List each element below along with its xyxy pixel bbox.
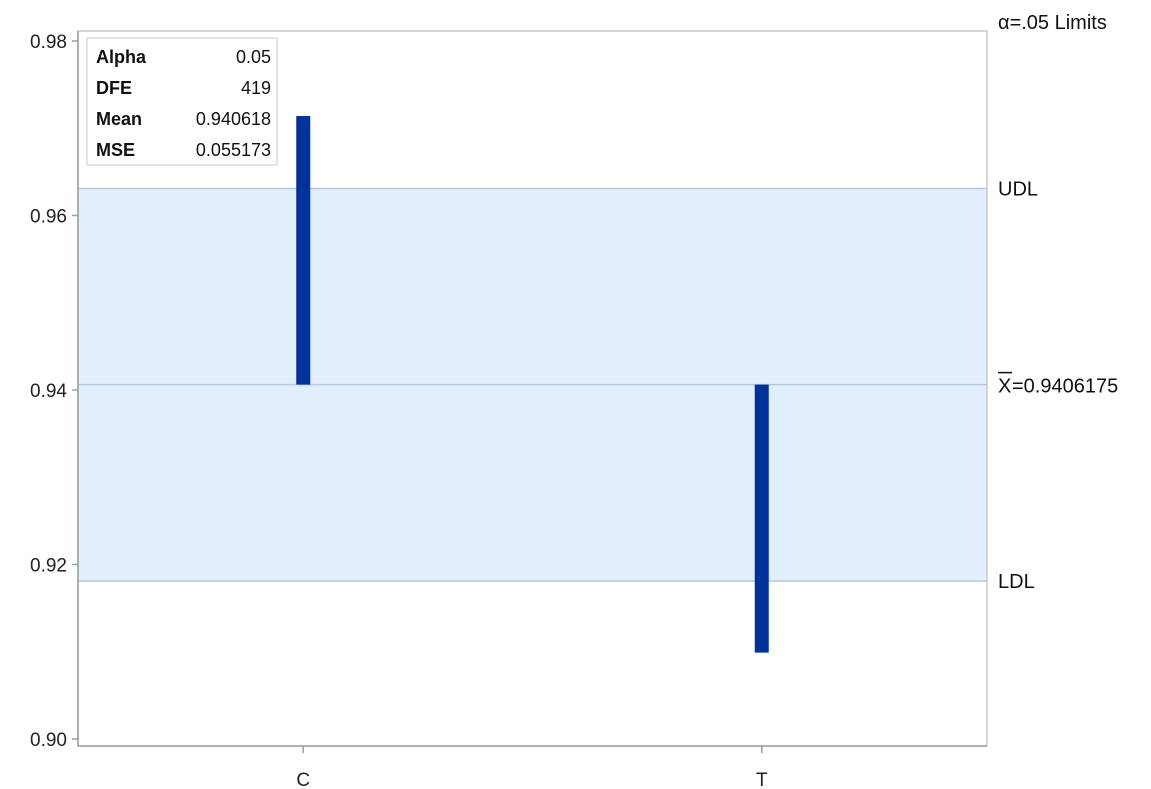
y-tick-label: 0.96 (30, 207, 67, 228)
stats-value: 0.055173 (196, 140, 271, 160)
stats-value: 0.940618 (196, 109, 271, 129)
stats-label: MSE (96, 140, 135, 160)
x-tick-label: T (756, 770, 768, 789)
bar-c (296, 116, 311, 385)
stats-value: 0.05 (236, 47, 271, 67)
udl-label: UDL (998, 178, 1038, 200)
y-tick-label: 0.92 (30, 556, 67, 577)
y-tick-label: 0.98 (30, 32, 67, 53)
stats-label: DFE (96, 78, 132, 98)
stats-inset-box (86, 37, 278, 166)
center-symbol: X (998, 376, 1011, 398)
y-axis: 0.90 0.92 0.94 0.96 0.98 (30, 31, 79, 751)
center-value-label: =0.9406175 (1012, 376, 1118, 398)
limits-title: α=.05 Limits (998, 12, 1107, 34)
stats-label: Mean (96, 109, 142, 129)
y-tick-label: 0.94 (30, 381, 67, 402)
ldl-label: LDL (998, 571, 1035, 593)
x-tick-label: C (296, 770, 310, 789)
limit-labels: α=.05 Limits UDL X =0.9406175 LDL (998, 12, 1118, 593)
y-tick-label: 0.90 (30, 730, 67, 751)
bars (296, 116, 769, 653)
stats-value: 419 (241, 78, 271, 98)
center-line-label: X =0.9406175 (998, 371, 1118, 398)
stats-label: Alpha (96, 47, 147, 67)
bar-t (754, 384, 769, 653)
stats-inset: Alpha 0.05 DFE 419 Mean 0.940618 MSE 0.055173 (86, 37, 278, 166)
